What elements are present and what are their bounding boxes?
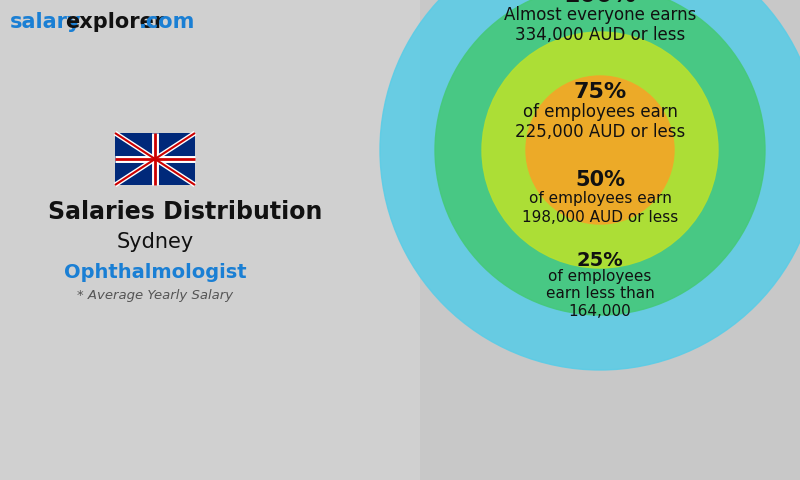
Circle shape <box>526 76 674 224</box>
FancyBboxPatch shape <box>115 133 195 185</box>
Text: Ophthalmologist: Ophthalmologist <box>64 263 246 281</box>
Text: salary: salary <box>10 12 82 32</box>
Text: of employees earn: of employees earn <box>529 192 671 206</box>
Text: Salaries Distribution: Salaries Distribution <box>48 200 322 224</box>
Text: * Average Yearly Salary: * Average Yearly Salary <box>77 288 233 301</box>
Text: 164,000: 164,000 <box>569 303 631 319</box>
FancyBboxPatch shape <box>0 0 420 480</box>
Text: 25%: 25% <box>577 251 623 269</box>
Text: Sydney: Sydney <box>116 232 194 252</box>
Text: .com: .com <box>139 12 195 32</box>
Text: earn less than: earn less than <box>546 287 654 301</box>
Circle shape <box>435 0 765 315</box>
Text: 75%: 75% <box>574 82 626 102</box>
Text: 334,000 AUD or less: 334,000 AUD or less <box>515 26 685 44</box>
Text: 198,000 AUD or less: 198,000 AUD or less <box>522 211 678 226</box>
Text: explorer: explorer <box>65 12 165 32</box>
Text: 100%: 100% <box>563 0 637 7</box>
Circle shape <box>482 32 718 268</box>
Text: Almost everyone earns: Almost everyone earns <box>504 6 696 24</box>
Text: 225,000 AUD or less: 225,000 AUD or less <box>515 123 685 141</box>
Text: 50%: 50% <box>575 170 625 190</box>
Circle shape <box>380 0 800 370</box>
Text: of employees earn: of employees earn <box>522 103 678 121</box>
Text: of employees: of employees <box>548 269 652 285</box>
